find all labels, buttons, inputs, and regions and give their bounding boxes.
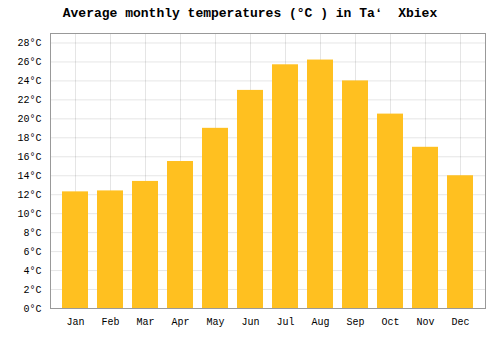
svg-text:6°C: 6°C: [23, 247, 41, 258]
svg-text:28°C: 28°C: [17, 38, 41, 49]
svg-text:12°C: 12°C: [17, 190, 41, 201]
svg-text:Jun: Jun: [241, 317, 259, 328]
svg-text:18°C: 18°C: [17, 133, 41, 144]
svg-text:14°C: 14°C: [17, 171, 41, 182]
svg-text:Apr: Apr: [171, 317, 189, 328]
svg-text:Nov: Nov: [416, 317, 434, 328]
svg-text:10°C: 10°C: [17, 209, 41, 220]
svg-text:Mar: Mar: [136, 317, 154, 328]
svg-text:22°C: 22°C: [17, 95, 41, 106]
svg-text:26°C: 26°C: [17, 57, 41, 68]
svg-text:Oct: Oct: [381, 317, 399, 328]
svg-text:Sep: Sep: [346, 317, 364, 328]
svg-text:8°C: 8°C: [23, 228, 41, 239]
svg-text:May: May: [206, 317, 224, 328]
svg-text:0°C: 0°C: [23, 304, 41, 315]
svg-text:Dec: Dec: [451, 317, 469, 328]
svg-text:24°C: 24°C: [17, 76, 41, 87]
svg-text:Aug: Aug: [311, 317, 329, 328]
svg-text:16°C: 16°C: [17, 152, 41, 163]
svg-text:4°C: 4°C: [23, 266, 41, 277]
svg-text:Jul: Jul: [276, 317, 294, 328]
html-text:Average monthly temperatures (: Average monthly temperatures (°C ) in Ta…: [62, 6, 438, 21]
svg-text:2°C: 2°C: [23, 285, 41, 296]
svg-text:20°C: 20°C: [17, 114, 41, 125]
svg-text:Jan: Jan: [66, 317, 84, 328]
svg-text:Feb: Feb: [101, 317, 119, 328]
